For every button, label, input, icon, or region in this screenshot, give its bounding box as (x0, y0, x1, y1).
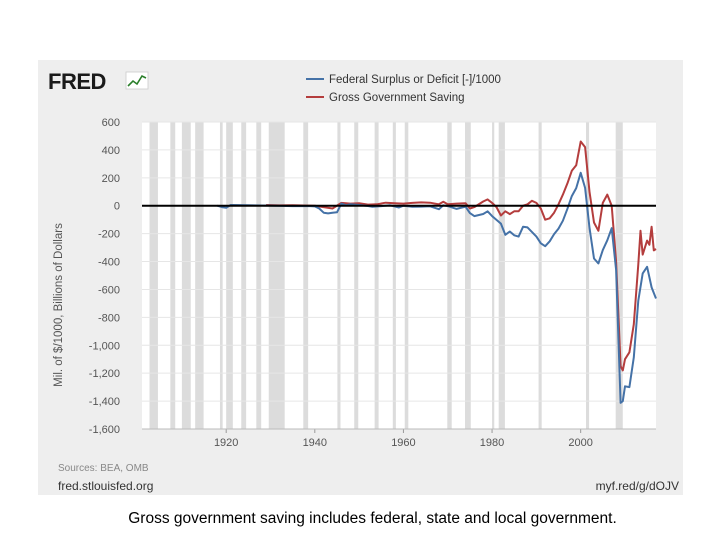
y-tick-0: 600 (102, 117, 120, 129)
x-tick-1: 1940 (303, 437, 327, 449)
recession-band-12 (374, 122, 379, 429)
chart-svg: FRED Federal Surplus or Deficit [-]/1000… (48, 69, 679, 493)
recession-band-2 (181, 122, 191, 429)
legend-label-federal: Federal Surplus or Deficit [-]/1000 (329, 74, 501, 86)
series-line-federal-deficit (217, 171, 657, 404)
y-tick-7: -800 (98, 312, 120, 324)
recession-band-7 (256, 122, 262, 429)
site-link[interactable]: fred.stlouisfed.org (58, 479, 153, 493)
y-tick-8: -1,000 (89, 340, 120, 352)
recession-bands (149, 122, 623, 429)
recession-band-17 (492, 122, 495, 429)
y-tick-6: -600 (98, 284, 120, 296)
slide-caption: Gross government saving includes federal… (128, 510, 617, 527)
legend: Federal Surplus or Deficit [-]/1000 Gros… (306, 74, 501, 104)
y-tick-5: -400 (98, 257, 120, 269)
recession-band-6 (241, 122, 247, 429)
recession-band-20 (585, 122, 590, 429)
chart-panel: FRED Federal Surplus or Deficit [-]/1000… (38, 60, 683, 495)
recession-band-5 (226, 122, 233, 429)
x-tick-4: 2000 (568, 437, 592, 449)
x-tick-3: 1980 (480, 437, 504, 449)
y-tick-1: 400 (102, 145, 120, 157)
recession-band-8 (268, 122, 285, 429)
recession-band-1 (170, 122, 176, 429)
y-tick-9: -1,200 (89, 368, 120, 380)
x-tick-0: 1920 (214, 437, 238, 449)
plot-area (142, 122, 656, 429)
recession-band-14 (404, 122, 409, 429)
recession-band-21 (615, 122, 623, 429)
series-lines (217, 140, 657, 404)
y-tick-10: -1,400 (89, 396, 120, 408)
recession-band-0 (149, 122, 158, 429)
x-tick-labels: 1920 1940 1960 1980 2000 (142, 428, 656, 449)
recession-band-11 (354, 122, 359, 429)
recession-band-19 (538, 122, 542, 429)
y-tick-3: 0 (114, 201, 120, 213)
fred-logo[interactable]: FRED (48, 69, 106, 94)
recession-band-15 (447, 122, 452, 429)
recession-band-9 (303, 122, 309, 429)
recession-band-3 (195, 122, 204, 429)
y-tick-11: -1,600 (89, 424, 120, 436)
y-tick-labels: 600 400 200 0 -200 -400 -600 -800 -1,000 -1,200 -1… (89, 117, 120, 436)
recession-band-18 (498, 122, 505, 429)
recession-band-16 (465, 122, 471, 429)
short-url-link[interactable]: myf.red/g/dOJV (596, 479, 679, 493)
x-tick-2: 1960 (391, 437, 415, 449)
y-axis-label: Mil. of $/1000, Billions of Dollars (53, 223, 65, 387)
recession-band-13 (392, 122, 396, 429)
series-line-gross-saving (266, 140, 657, 372)
logo-chart-icon (125, 71, 149, 90)
y-tick-2: 200 (102, 173, 120, 185)
recession-band-4 (219, 122, 223, 429)
legend-label-saving: Gross Government Saving (329, 92, 465, 104)
recession-band-10 (337, 122, 341, 429)
y-tick-4: -200 (98, 229, 120, 241)
source-note: Sources: BEA, OMB (58, 463, 149, 474)
